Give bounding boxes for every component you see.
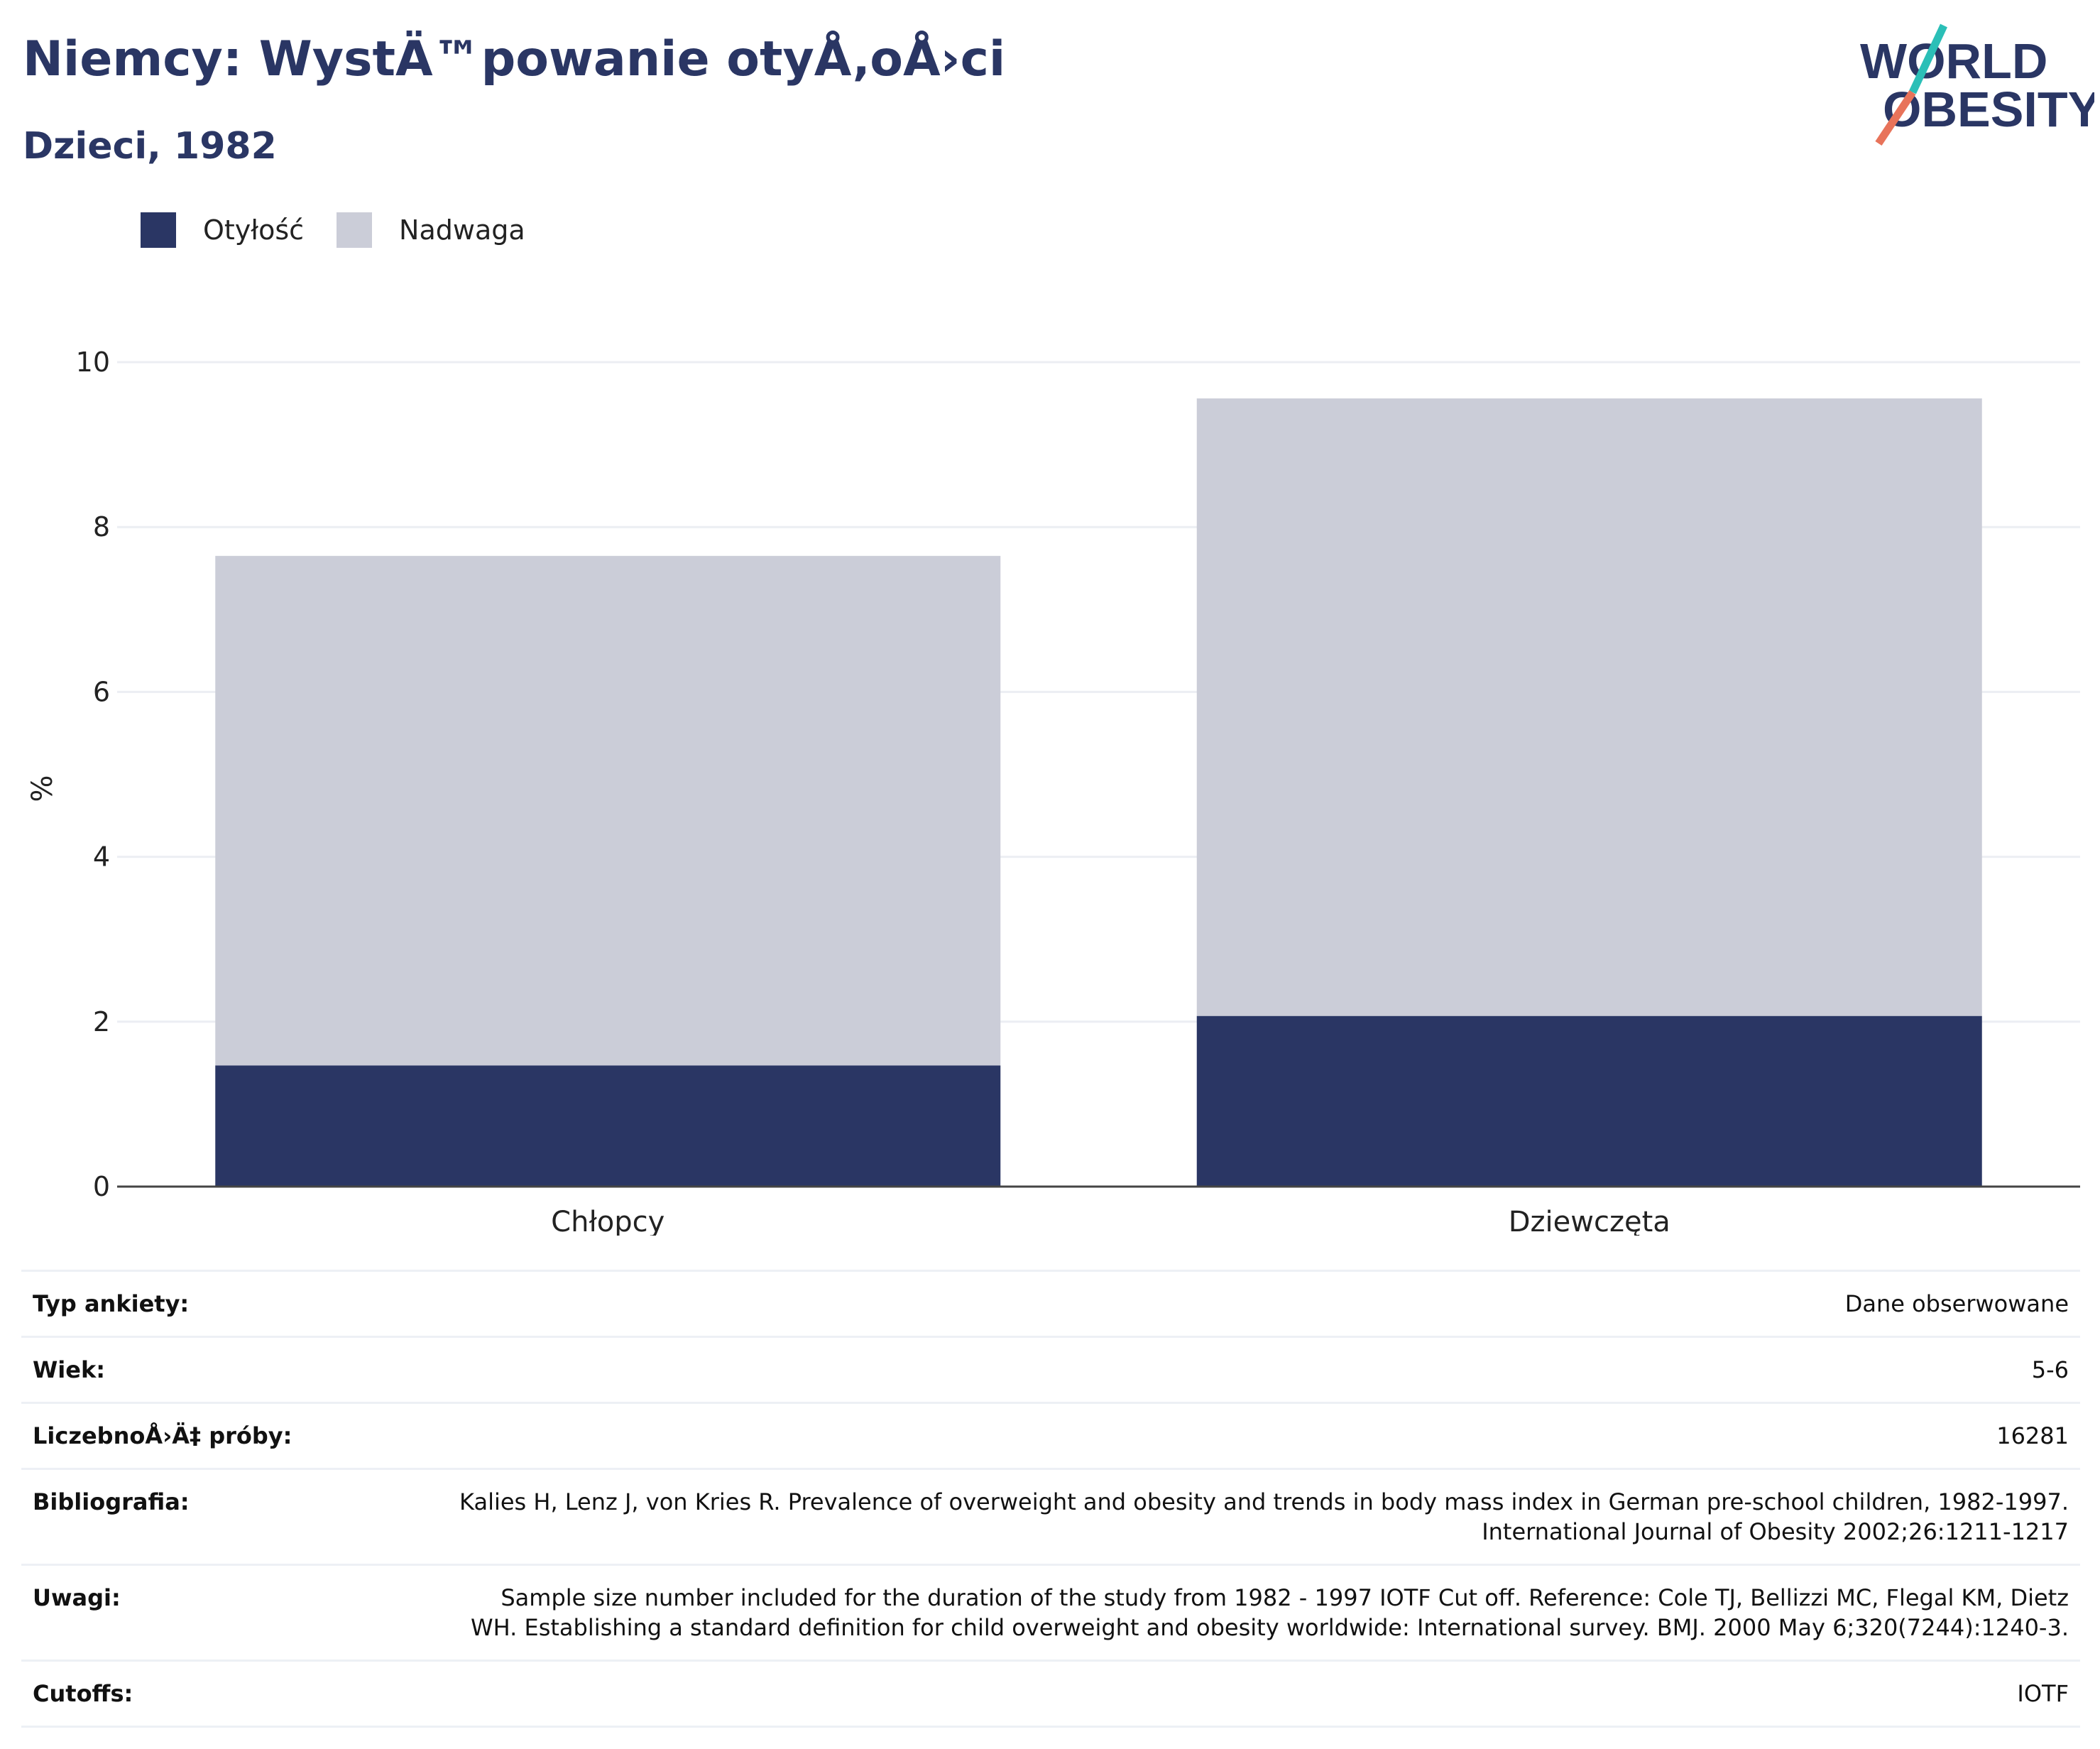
y-tick-label: 10: [76, 347, 110, 378]
info-row: Uwagi: Sample size number included for th…: [21, 1564, 2080, 1662]
legend-swatch-obesity: [141, 212, 176, 248]
legend-label-obesity: Otyłość: [203, 214, 305, 246]
legend-item-obesity[interactable]: Otyłość: [141, 212, 304, 248]
page-title: Niemcy: WystÄ™powanie otyÅ‚oÅ›ci: [23, 31, 1006, 87]
info-row: Cutoffs: IOTF: [21, 1660, 2080, 1728]
stacked-bar-chart: 0 2 4 6 8 10 Chłopcy Dziewczęta%: [26, 347, 2080, 1236]
info-value: IOTF: [442, 1660, 2080, 1728]
info-value: Kalies H, Lenz J, von Kries R. Prevalenc…: [442, 1468, 2080, 1566]
logo-slash-coral: [1875, 89, 1916, 146]
info-label: Uwagi:: [21, 1564, 442, 1662]
legend-swatch-overweight: [337, 212, 373, 248]
info-label: Bibliografia:: [21, 1468, 442, 1566]
info-value: 5-6: [442, 1336, 2080, 1404]
logo-slash-teal: [1909, 23, 1947, 94]
y-axis-title: %: [26, 775, 59, 802]
logo-text-obesity: OBESITY: [1883, 82, 2094, 137]
info-value: 16281: [442, 1402, 2080, 1470]
bar-obesity-0[interactable]: [215, 1065, 1001, 1187]
bar-overweight-0[interactable]: [215, 555, 1001, 1066]
info-label: Typ ankiety:: [21, 1270, 442, 1338]
world-obesity-logo: WORLD OBESITY: [1860, 23, 2094, 146]
info-row: Bibliografia: Kalies H, Lenz J, von Kries…: [21, 1468, 2080, 1566]
y-tick-label: 8: [93, 511, 110, 543]
info-value: Dane obserwowane: [442, 1270, 2080, 1338]
y-tick-label: 4: [93, 841, 110, 873]
legend-item-overweight[interactable]: Nadwaga: [337, 212, 525, 248]
info-row: LiczebnoÅ›Ä‡ próby: 16281: [21, 1402, 2080, 1470]
survey-info-table: Typ ankiety: Dane obserwowane Wiek: 5-6 Licz…: [21, 1270, 2080, 1728]
bar-obesity-1[interactable]: [1196, 1015, 1982, 1187]
logo-text-world: WORLD: [1860, 33, 2047, 89]
y-tick-label: 6: [93, 676, 110, 707]
bar-overweight-1[interactable]: [1196, 398, 1982, 1016]
info-label: Wiek:: [21, 1336, 442, 1404]
info-row: Typ ankiety: Dane obserwowane: [21, 1270, 2080, 1338]
legend-label-overweight: Nadwaga: [399, 214, 525, 246]
x-tick-label: Dziewczęta: [1509, 1206, 1670, 1236]
y-tick-label: 0: [93, 1171, 110, 1202]
info-row: Wiek: 5-6: [21, 1336, 2080, 1404]
page-subtitle: Dzieci, 1982: [23, 125, 277, 168]
x-tick-label: Chłopcy: [551, 1206, 665, 1236]
y-tick-label: 2: [93, 1006, 110, 1037]
info-label: LiczebnoÅ›Ä‡ próby:: [21, 1402, 442, 1470]
chart-legend: Otyłość Nadwaga: [141, 210, 558, 250]
info-label: Cutoffs:: [21, 1660, 442, 1728]
info-value: Sample size number included for the dura…: [442, 1564, 2080, 1662]
